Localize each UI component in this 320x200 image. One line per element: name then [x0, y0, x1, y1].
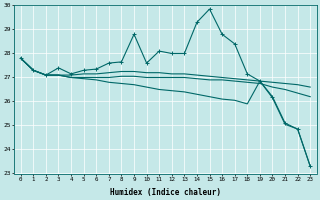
X-axis label: Humidex (Indice chaleur): Humidex (Indice chaleur): [110, 188, 221, 197]
